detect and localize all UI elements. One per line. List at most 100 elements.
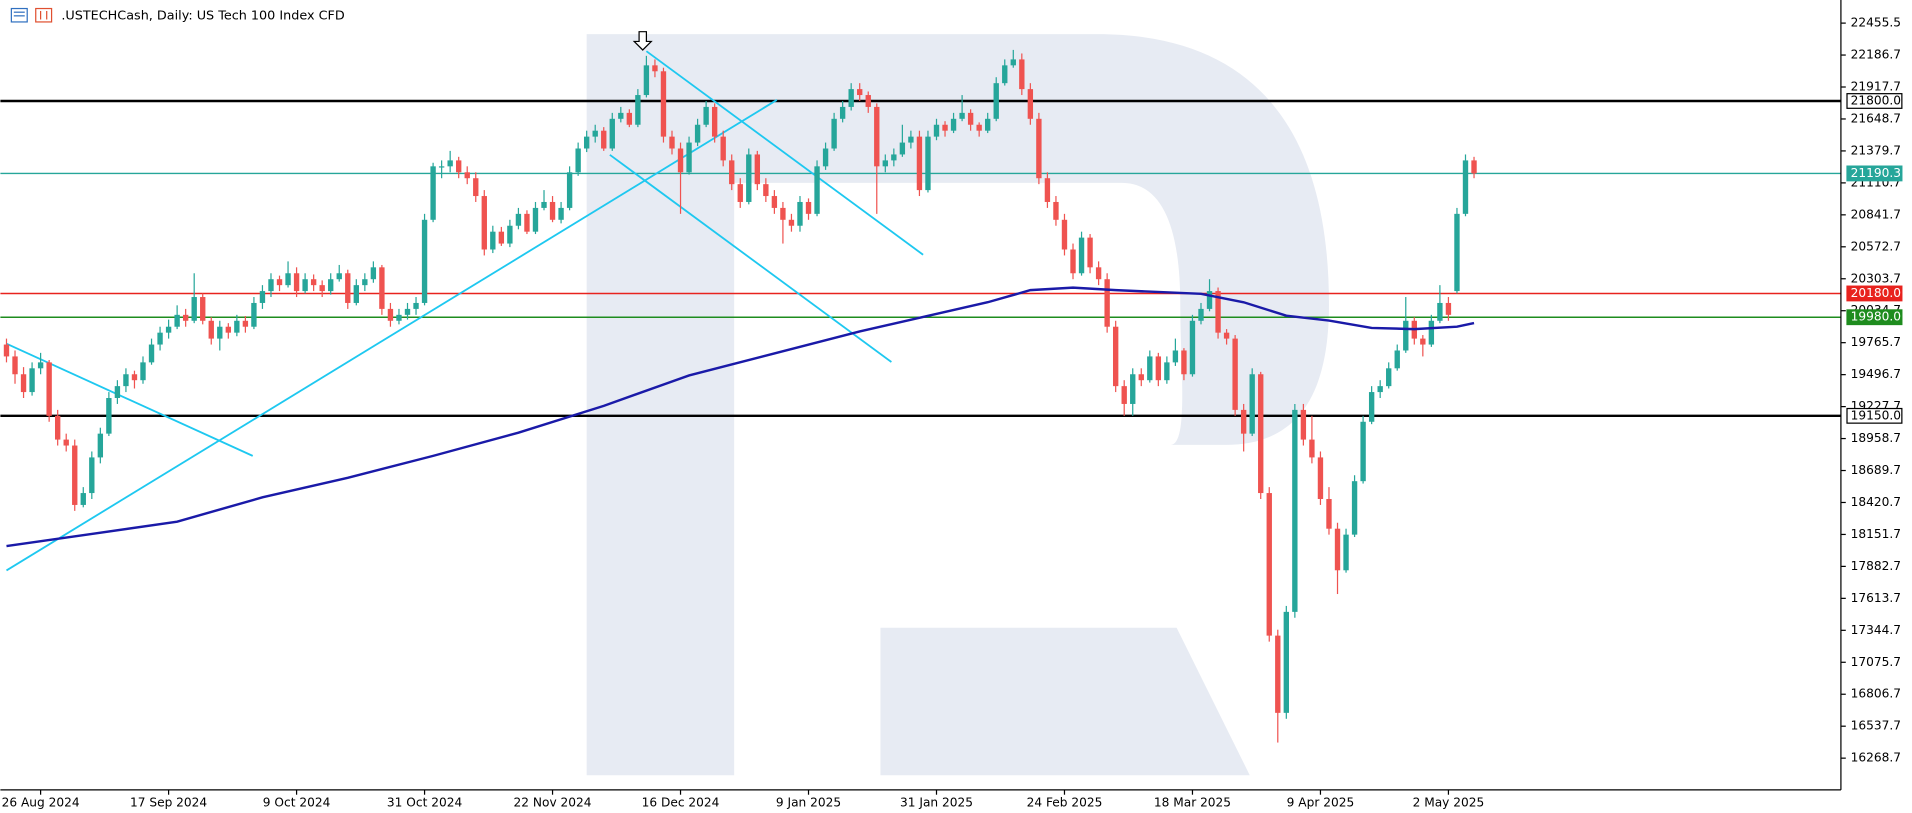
candle-body bbox=[481, 196, 487, 250]
candle-body bbox=[1002, 65, 1008, 84]
candle-body bbox=[831, 118, 837, 149]
axis-layer: 22455.522186.721917.721648.721379.721110… bbox=[2, 16, 1901, 810]
candle-body bbox=[669, 136, 675, 149]
candle-body bbox=[874, 106, 880, 167]
candle-body bbox=[1104, 279, 1110, 327]
candle-body bbox=[140, 362, 146, 381]
chart-title: .USTECHCash, Daily: US Tech 100 Index CF… bbox=[61, 8, 345, 23]
candle-body bbox=[1386, 368, 1392, 387]
candle-body bbox=[1070, 249, 1076, 274]
candle-body bbox=[1283, 611, 1290, 713]
candle-body bbox=[242, 320, 249, 327]
candle-body bbox=[3, 344, 10, 357]
candle-body bbox=[148, 344, 155, 363]
candle-body bbox=[507, 225, 513, 244]
candle-body bbox=[464, 172, 470, 179]
candle-body bbox=[592, 130, 598, 137]
candle-body bbox=[379, 267, 385, 309]
candle-body bbox=[123, 374, 129, 387]
candle-body bbox=[182, 314, 189, 321]
candle-body bbox=[157, 332, 163, 345]
candle-body bbox=[1343, 534, 1349, 571]
y-tick-label: 21379.7 bbox=[1851, 143, 1901, 157]
candle-body bbox=[1275, 635, 1281, 713]
candle-body bbox=[1147, 356, 1153, 381]
candle-body bbox=[217, 326, 223, 339]
candle-body bbox=[1138, 374, 1144, 381]
level-label-box bbox=[1846, 285, 1903, 302]
candle-body bbox=[950, 118, 957, 131]
candle-body bbox=[37, 362, 44, 369]
level-label: 19980.0 bbox=[1851, 310, 1901, 324]
candle-body bbox=[1078, 237, 1085, 274]
candle-body bbox=[1394, 350, 1400, 369]
candle-body bbox=[746, 154, 752, 202]
candle-body bbox=[421, 219, 428, 303]
candle-body bbox=[788, 219, 795, 226]
candle-body bbox=[1087, 237, 1093, 268]
candle-body bbox=[89, 457, 95, 494]
arrow-marker bbox=[632, 31, 653, 51]
logo-leg bbox=[880, 627, 1250, 776]
candle-body bbox=[1258, 374, 1264, 494]
candle-body bbox=[80, 493, 86, 505]
candle-body bbox=[1130, 374, 1136, 404]
candle-body bbox=[131, 374, 138, 381]
candle-body bbox=[754, 154, 761, 185]
y-tick-label: 17344.7 bbox=[1851, 623, 1901, 637]
candle-body bbox=[524, 213, 530, 232]
candle-body bbox=[498, 231, 505, 244]
level-label-box bbox=[1846, 407, 1903, 424]
candle-body bbox=[763, 184, 769, 197]
y-tick-label: 21648.7 bbox=[1851, 111, 1901, 125]
candle-body bbox=[1462, 160, 1469, 214]
x-tick-label: 2 May 2025 bbox=[1413, 796, 1485, 810]
candle-body bbox=[251, 302, 257, 327]
y-tick-label: 19496.7 bbox=[1851, 367, 1901, 381]
level-label: 21800.0 bbox=[1851, 93, 1901, 107]
x-tick-label: 22 Nov 2024 bbox=[514, 796, 592, 810]
candle-body bbox=[1198, 308, 1204, 321]
x-tick-label: 31 Oct 2024 bbox=[387, 796, 463, 810]
candle-body bbox=[1044, 178, 1051, 202]
candle-body bbox=[1121, 386, 1127, 404]
candle-body bbox=[1403, 320, 1409, 351]
candle-body bbox=[1420, 338, 1426, 345]
candle-body bbox=[191, 297, 197, 321]
candle-body bbox=[387, 308, 394, 321]
candle-body bbox=[1317, 457, 1324, 499]
candle-body bbox=[165, 326, 172, 333]
candle-body bbox=[63, 439, 69, 446]
candle-body bbox=[234, 320, 240, 333]
candle-body bbox=[362, 279, 368, 286]
candle-body bbox=[532, 207, 539, 232]
candle-body bbox=[882, 160, 888, 167]
candle-body bbox=[1112, 326, 1119, 387]
y-tick-label: 18151.7 bbox=[1851, 527, 1901, 541]
candle-body bbox=[259, 291, 266, 303]
candle-body bbox=[1061, 219, 1068, 250]
candle-body bbox=[967, 112, 974, 125]
candle-body bbox=[814, 166, 820, 214]
y-tick-label: 20303.7 bbox=[1851, 271, 1901, 285]
candle-body bbox=[268, 279, 274, 292]
level-label-box bbox=[1846, 165, 1903, 182]
x-tick-label: 9 Apr 2025 bbox=[1287, 796, 1355, 810]
candle-body bbox=[780, 207, 786, 220]
candle-body bbox=[618, 112, 624, 119]
x-tick-label: 17 Sep 2024 bbox=[130, 796, 207, 810]
candle-body bbox=[413, 302, 419, 309]
candle-body bbox=[1189, 320, 1196, 375]
candle-body bbox=[959, 112, 965, 119]
candle-body bbox=[549, 201, 556, 220]
candle-body bbox=[1215, 291, 1221, 333]
candle-body bbox=[916, 136, 923, 191]
y-tick-label: 19765.7 bbox=[1851, 335, 1901, 349]
candle-body bbox=[558, 207, 564, 220]
level-label-box bbox=[1846, 93, 1903, 109]
candles-layer bbox=[3, 49, 1477, 743]
candle-body bbox=[1249, 374, 1255, 434]
candle-body bbox=[1309, 439, 1315, 458]
candle-body bbox=[1036, 118, 1042, 179]
